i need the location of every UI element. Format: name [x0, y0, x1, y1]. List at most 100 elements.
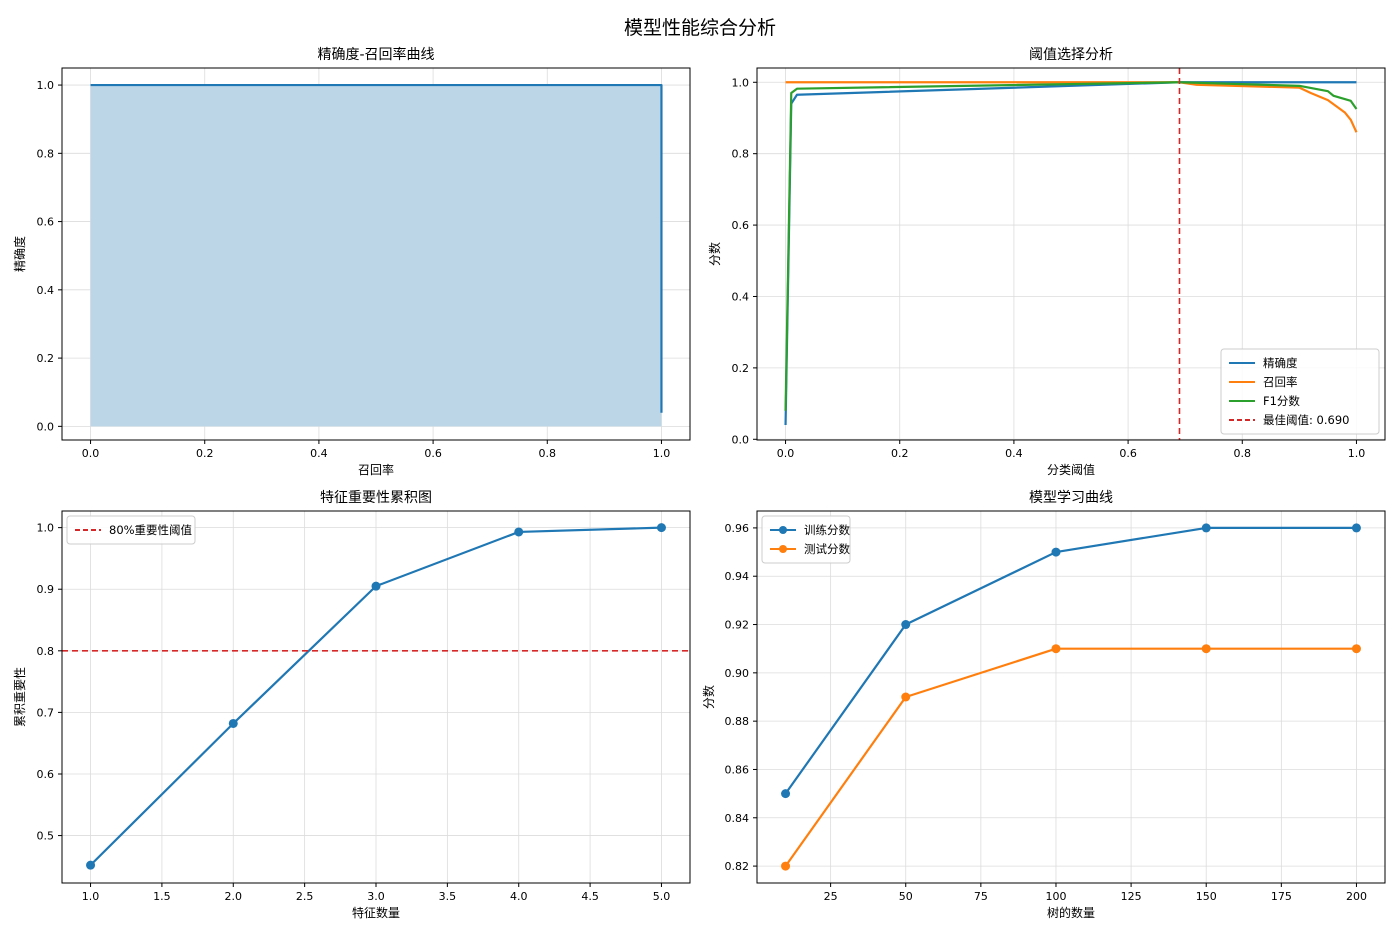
- x-tick-label: 150: [1196, 890, 1217, 903]
- y-tick-label: 0.86: [725, 763, 750, 776]
- x-tick-label: 0.8: [539, 447, 557, 460]
- data-point: [1201, 523, 1211, 533]
- y-axis-label: 累积重要性: [13, 667, 27, 727]
- chart-threshold: 0.0 0.2 0.4 0.6 0.8 1.0 0.0 0.2 0.4 0.6 0.8 1.0 阈值选择…: [707, 47, 1386, 477]
- data-point: [1051, 644, 1061, 654]
- y-tick-label: 0.8: [37, 147, 55, 160]
- x-tick-label: 4.0: [510, 890, 528, 903]
- chart-pr: 0.0 0.2 0.4 0.6 0.8 1.0 0.0 0.2 0.4 0.6 0.8 1.0 精确度-…: [12, 46, 691, 477]
- axes-frame: [61, 67, 691, 441]
- x-tick-label: 0.0: [82, 447, 100, 460]
- y-axis-label: 分数: [707, 242, 722, 266]
- y-tick-label: 0.4: [37, 284, 55, 297]
- chart-title: 模型学习曲线: [1029, 490, 1113, 506]
- y-tick-label: 0.2: [732, 362, 750, 375]
- legend-box: [1220, 348, 1380, 435]
- x-tick-label: 0.4: [1005, 447, 1023, 460]
- y-axis-label: 分数: [701, 685, 716, 709]
- legend-box: [66, 515, 196, 545]
- chart-learning: 25 50 75 100 125 150 175 200 0.82 0.84 0.86 0.88 0.9…: [701, 490, 1386, 920]
- data-point: [1351, 644, 1361, 654]
- legend-label: 最佳阈值: 0.690: [1263, 413, 1349, 427]
- x-tick-label: 0.4: [310, 447, 328, 460]
- data-point: [901, 692, 911, 702]
- y-tick-label: 0.8: [732, 148, 750, 161]
- y-tick-label: 1.0: [732, 76, 750, 89]
- x-axis-label: 树的数量: [1047, 905, 1095, 920]
- data-point: [371, 581, 381, 591]
- series-line-0: [90, 83, 663, 413]
- data-point: [901, 620, 911, 630]
- series-line-2: [784, 81, 1358, 411]
- legend-marker: [779, 526, 787, 534]
- y-tick-label: 0.6: [732, 219, 750, 232]
- y-tick-label: 0.7: [37, 706, 55, 719]
- data-point: [1201, 644, 1211, 654]
- y-tick-label: 0.0: [37, 420, 55, 433]
- y-tick-label: 0.88: [725, 715, 750, 728]
- x-tick-label: 2.0: [225, 890, 243, 903]
- x-tick-label: 175: [1271, 890, 1292, 903]
- y-tick-label: 0.84: [725, 812, 750, 825]
- y-tick-label: 1.0: [37, 79, 55, 92]
- x-tick-label: 5.0: [653, 890, 671, 903]
- x-tick-label: 0.2: [891, 447, 909, 460]
- y-tick-label: 0.4: [732, 290, 750, 303]
- legend-label: 80%重要性阈值: [109, 523, 193, 537]
- y-tick-label: 1.0: [37, 522, 55, 535]
- chart-title: 精确度-召回率曲线: [317, 46, 434, 63]
- x-tick-label: 1.0: [82, 890, 100, 903]
- y-tick-label: 0.9: [37, 583, 55, 596]
- x-tick-label: 0.2: [196, 447, 214, 460]
- data-point: [228, 718, 238, 728]
- chart-title: 阈值选择分析: [1029, 47, 1113, 63]
- data-point: [781, 861, 791, 871]
- x-tick-label: 125: [1121, 890, 1142, 903]
- y-tick-label: 0.6: [37, 216, 55, 229]
- x-tick-label: 2.5: [296, 890, 314, 903]
- data-point: [514, 527, 524, 537]
- x-tick-label: 75: [974, 890, 988, 903]
- axes-frame: [756, 67, 1386, 441]
- x-tick-label: 100: [1045, 890, 1066, 903]
- x-tick-label: 200: [1346, 890, 1367, 903]
- legend-label: F1分数: [1263, 394, 1300, 408]
- chart-importance: 1.0 1.5 2.0 2.5 3.0 3.5 4.0 4.5 5.0 0.5 0.6 0.7 0.8 0…: [13, 490, 691, 920]
- y-tick-label: 0.6: [37, 768, 55, 781]
- data-point: [781, 789, 791, 799]
- y-tick-label: 0.82: [725, 860, 750, 873]
- x-axis-label: 分类阈值: [1047, 462, 1095, 477]
- y-tick-label: 0.5: [37, 830, 55, 843]
- legend-label: 召回率: [1263, 375, 1298, 389]
- x-tick-label: 3.5: [439, 890, 457, 903]
- legend: 80%重要性阈值: [66, 515, 196, 545]
- x-tick-label: 4.5: [581, 890, 599, 903]
- x-tick-label: 0.6: [424, 447, 442, 460]
- x-tick-label: 3.0: [367, 890, 385, 903]
- axes-frame: [756, 510, 1386, 884]
- legend-marker: [779, 545, 787, 553]
- x-tick-label: 1.0: [1348, 447, 1366, 460]
- x-tick-label: 1.5: [153, 890, 171, 903]
- x-tick-label: 0.8: [1234, 447, 1252, 460]
- y-tick-label: 0.0: [732, 433, 750, 446]
- legend-label: 测试分数: [804, 542, 850, 556]
- data-point: [1351, 523, 1361, 533]
- x-tick-label: 25: [824, 890, 838, 903]
- y-tick-label: 0.2: [37, 352, 55, 365]
- y-tick-label: 0.92: [725, 619, 750, 632]
- area-fill: [90, 85, 662, 427]
- y-tick-label: 0.96: [725, 522, 750, 535]
- data-point: [656, 523, 666, 533]
- chart-title: 特征重要性累积图: [320, 490, 432, 506]
- x-tick-label: 0.0: [777, 447, 795, 460]
- y-axis-label: 精确度: [12, 236, 27, 272]
- y-tick-label: 0.94: [725, 570, 750, 583]
- data-point: [1051, 547, 1061, 557]
- legend-label: 精确度: [1263, 356, 1298, 370]
- figure-title: 模型性能综合分析: [624, 17, 776, 39]
- x-axis-label: 特征数量: [352, 905, 400, 920]
